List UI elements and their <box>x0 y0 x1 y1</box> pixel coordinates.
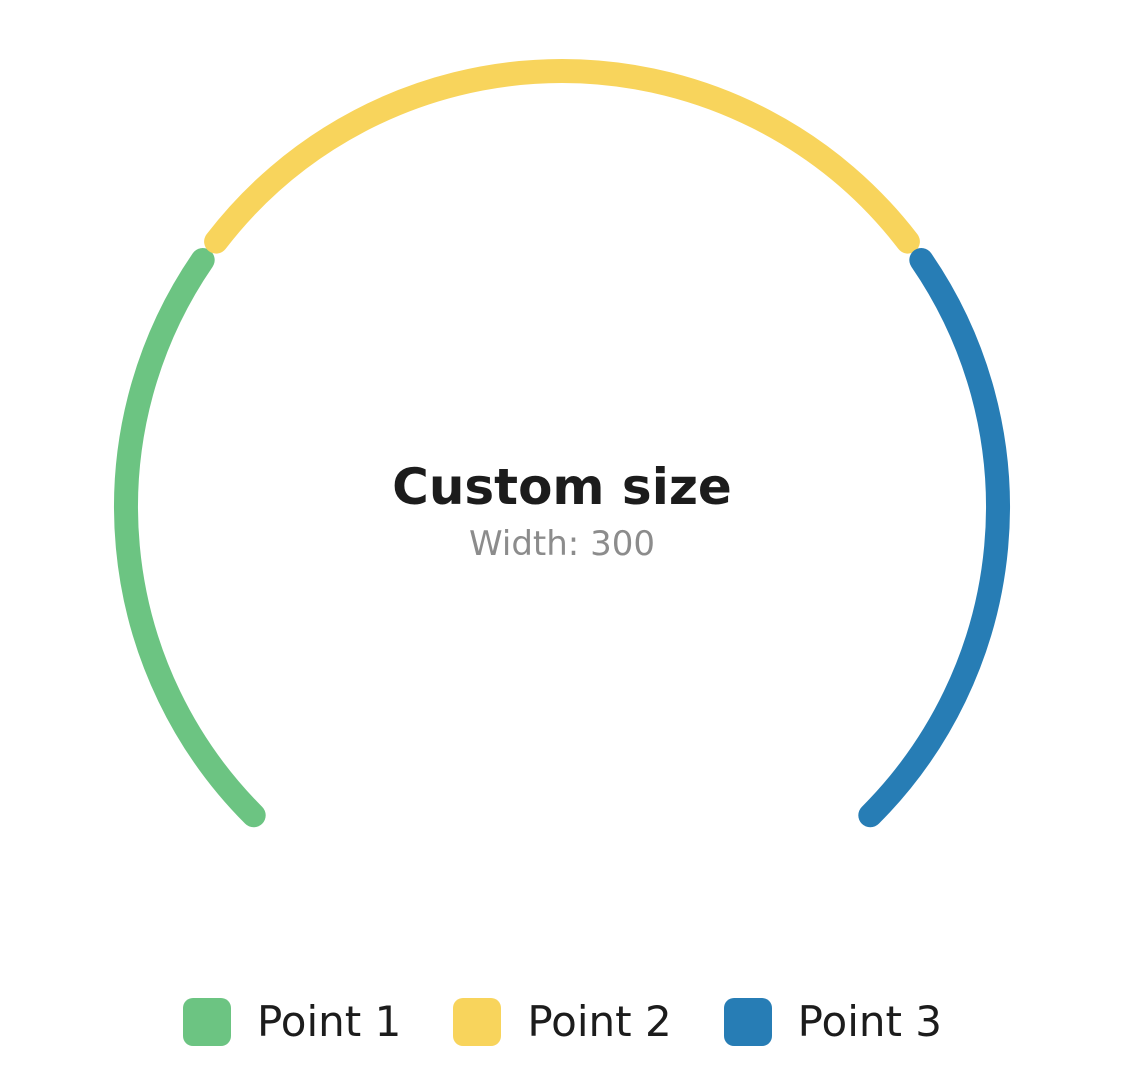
gauge-arc-point-2[interactable] <box>204 59 920 254</box>
legend-label-point-1: Point 1 <box>256 997 402 1046</box>
chart-legend: Point 1 Point 2 Point 3 <box>0 996 1125 1048</box>
legend-item-point-3[interactable]: Point 3 <box>723 997 943 1046</box>
legend-swatch-point-1 <box>182 998 231 1046</box>
legend-item-point-2[interactable]: Point 2 <box>453 997 672 1046</box>
legend-label-point-3: Point 3 <box>797 997 943 1046</box>
legend-item-point-1[interactable]: Point 1 <box>182 997 402 1046</box>
chart-title: Custom size <box>392 458 732 516</box>
gauge-arc-point-1[interactable] <box>114 248 266 828</box>
gauge-chart: Custom size Width: 300 <box>114 59 1010 828</box>
legend-swatch-point-2 <box>453 998 502 1046</box>
chart-subtitle: Width: 300 <box>469 524 655 564</box>
legend-label-point-2: Point 2 <box>527 997 672 1046</box>
gauge-arcs <box>114 59 1010 828</box>
gauge-arc-point-3[interactable] <box>858 248 1010 828</box>
legend-swatch-point-3 <box>723 998 772 1046</box>
